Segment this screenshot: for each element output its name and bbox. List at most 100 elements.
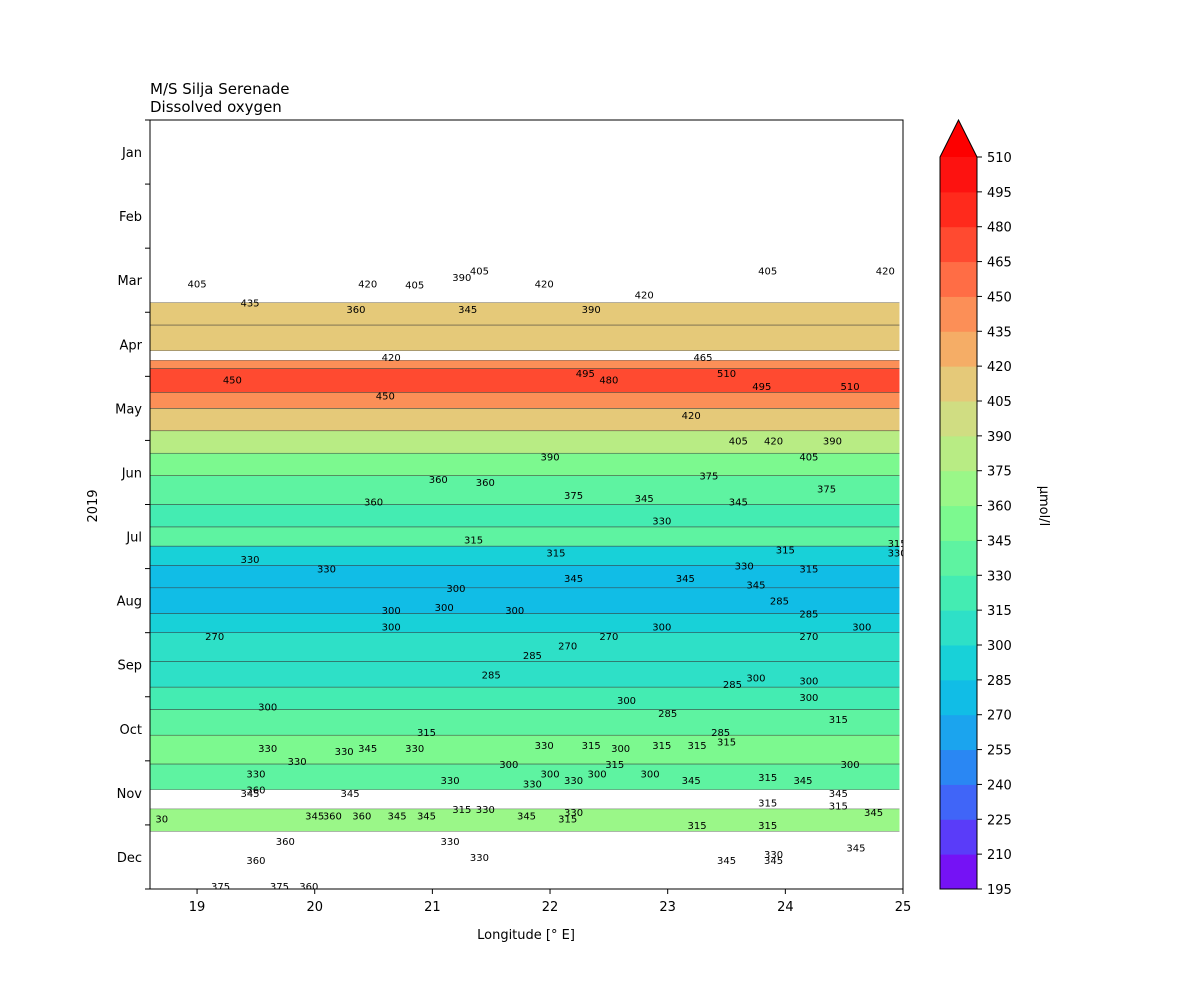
contour-label-141: 345	[852, 898, 871, 909]
contour-label-129: 360	[299, 882, 318, 893]
colorbar-tick-label-225: 225	[987, 813, 1012, 828]
contour-label-123: 345	[764, 856, 783, 867]
colorbar-tick-label-390: 390	[987, 430, 1012, 445]
colorbar-tick-label-510: 510	[987, 151, 1012, 166]
contour-label-72: 300	[258, 702, 277, 713]
colorbar-segment-5	[940, 679, 977, 716]
contour-label-22: 420	[682, 411, 701, 422]
contour-label-53: 300	[435, 603, 454, 614]
contour-label-47: 345	[564, 574, 583, 585]
contour-label-0: 405	[188, 279, 207, 290]
contour-label-114: 330	[564, 808, 583, 819]
contour-label-79: 330	[535, 741, 554, 752]
contour-label-56: 300	[852, 622, 871, 633]
oxygen-band-4	[150, 392, 900, 409]
contour-label-87: 300	[588, 770, 607, 781]
contour-label-63: 285	[482, 670, 501, 681]
contour-label-89: 300	[640, 770, 659, 781]
contour-label-128: 375	[270, 882, 289, 893]
contour-label-37: 315	[464, 536, 483, 547]
colorbar-tick-label-315: 315	[987, 604, 1012, 619]
contour-label-7: 405	[758, 267, 777, 278]
contour-label-35: 345	[729, 497, 748, 508]
contour-label-28: 360	[429, 475, 448, 486]
contour-label-16: 510	[717, 369, 736, 380]
contour-label-66: 300	[799, 677, 818, 688]
colorbar-tick-label-285: 285	[987, 674, 1012, 689]
contour-label-69: 285	[658, 709, 677, 720]
contour-label-17: 510	[841, 382, 860, 393]
y-tick-label-mar: Mar	[117, 274, 142, 289]
oxygen-band-16	[150, 661, 900, 688]
contour-label-71: 315	[829, 715, 848, 726]
contour-label-142: 360	[876, 891, 895, 902]
contour-label-45: 315	[799, 565, 818, 576]
x-tick-label-22: 22	[542, 900, 559, 915]
contour-label-46: 300	[446, 584, 465, 595]
contour-label-78: 330	[405, 744, 424, 755]
contour-label-38: 315	[546, 549, 565, 560]
contour-label-49: 345	[746, 581, 765, 592]
contour-label-116: 315	[758, 821, 777, 832]
contour-label-113: 315	[558, 815, 577, 826]
contour-label-85: 300	[499, 760, 518, 771]
contour-label-9: 435	[240, 299, 259, 310]
contour-label-55: 300	[652, 622, 671, 633]
y-axis-ticks: Jan Feb Mar Apr May Jun Jul Aug Sep Oct Nov Dec	[115, 119, 150, 890]
y-tick-label-jul: Jul	[125, 531, 142, 546]
colorbar-tick-label-195: 195	[987, 883, 1012, 898]
contour-label-58: 285	[523, 651, 542, 662]
contour-label-139: 345	[729, 888, 748, 899]
y-tick-label-apr: Apr	[120, 338, 143, 353]
oxygen-band-20	[150, 764, 900, 790]
chart-subtitle: Dissolved oxygen	[150, 98, 282, 116]
contour-label-80: 315	[582, 741, 601, 752]
oxygen-band-0	[150, 302, 900, 326]
y-tick-label-aug: Aug	[117, 595, 142, 610]
contour-label-8: 420	[876, 267, 895, 278]
colorbar-segment-13	[940, 401, 977, 437]
contour-label-95: 345	[793, 776, 812, 787]
contour-label-126: 375	[211, 882, 230, 893]
x-axis-ticks: 19 20 21 22 23 24 25	[189, 889, 911, 915]
contour-label-86: 300	[540, 770, 559, 781]
contour-label-136: 345	[588, 895, 607, 906]
x-axis-label: Longitude [° E]	[477, 928, 575, 943]
y-tick-label-sep: Sep	[117, 659, 142, 674]
oxygen-band-12	[150, 565, 900, 588]
contour-label-77: 345	[358, 744, 377, 755]
contour-label-125: 345	[846, 843, 865, 854]
contour-label-59: 270	[558, 641, 577, 652]
contour-label-111: 330	[476, 805, 495, 816]
contour-label-76: 330	[335, 747, 354, 758]
contour-label-88: 315	[605, 760, 624, 771]
colorbar-segment-9	[940, 540, 977, 576]
contour-label-92: 330	[564, 776, 583, 787]
contour-label-23: 405	[729, 436, 748, 447]
contour-label-118: 360	[276, 837, 295, 848]
contour-label-119: 330	[440, 837, 459, 848]
colorbar-tick-label-480: 480	[987, 221, 1012, 236]
contour-label-29: 360	[476, 478, 495, 489]
colorbar-segment-1	[940, 819, 977, 855]
contour-label-115: 315	[688, 821, 707, 832]
colorbar-segment-12	[940, 435, 977, 472]
colorbar-tick-label-405: 405	[987, 395, 1012, 410]
contour-label-1: 420	[358, 279, 377, 290]
oxygen-band-6	[150, 430, 900, 454]
contour-lines	[150, 302, 900, 832]
contour-label-24: 420	[764, 436, 783, 447]
contour-label-135: 360	[576, 901, 595, 912]
colorbar-segment-19	[940, 191, 977, 228]
contour-label-74: 330	[258, 744, 277, 755]
colorbar-segment-8	[940, 575, 977, 611]
contour-label-90: 330	[440, 776, 459, 787]
oxygen-band-8	[150, 475, 900, 505]
contour-label-33: 360	[364, 497, 383, 508]
contour-label-20: 450	[376, 392, 395, 403]
contour-label-54: 300	[505, 606, 524, 617]
contour-label-27: 390	[540, 452, 559, 463]
oxygen-band-10	[150, 526, 900, 547]
contour-label-34: 345	[635, 494, 654, 505]
